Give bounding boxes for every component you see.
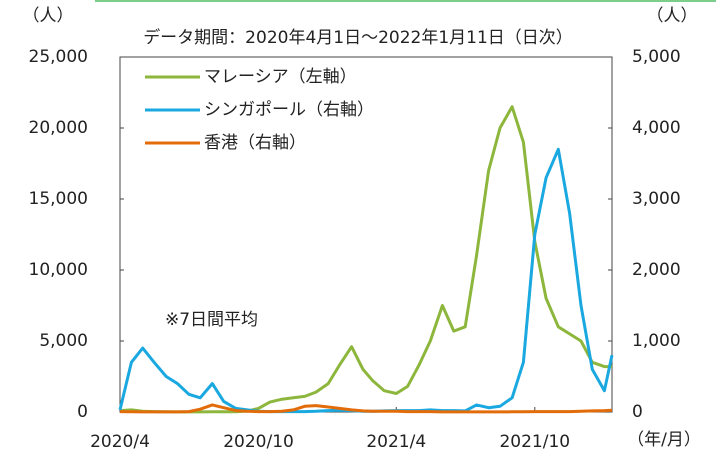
y2-tick-label: 3,000 [632, 189, 681, 209]
y2-tick-label: 5,000 [632, 47, 681, 67]
x-tick-label: 2021/4 [366, 432, 426, 452]
chart-title: データ期間：2020年4月1日～2022年1月11日（日次） [143, 27, 573, 48]
x-tick-label: 2020/10 [223, 432, 294, 452]
x-tick-label: 2021/10 [499, 432, 570, 452]
y2-tick-label: 2,000 [632, 260, 681, 280]
y2-tick-label: 4,000 [632, 118, 681, 138]
annotation: ※7日間平均 [165, 310, 258, 330]
series-line [119, 403, 613, 414]
y-tick-label: 15,000 [29, 189, 88, 209]
y2-tick-label: 1,000 [632, 331, 681, 351]
y2-tick-label: 0 [632, 402, 643, 422]
series-line [119, 105, 612, 414]
legend-label: 香港（右軸） [204, 133, 306, 153]
legend-label: マレーシア（左軸） [204, 67, 357, 87]
x-tick-label: 2020/4 [90, 432, 150, 452]
legend-label: シンガポール（右軸） [204, 100, 374, 120]
y2-axis-unit: （人） [647, 6, 698, 26]
x-axis-unit: （年/月） [627, 430, 701, 450]
y-tick-label: 20,000 [29, 118, 88, 138]
y-tick-label: 25,000 [29, 47, 88, 67]
y-tick-label: 5,000 [39, 331, 88, 351]
y-tick-label: 0 [77, 402, 88, 422]
y-tick-label: 10,000 [29, 260, 88, 280]
y-axis-unit: （人） [23, 6, 74, 26]
